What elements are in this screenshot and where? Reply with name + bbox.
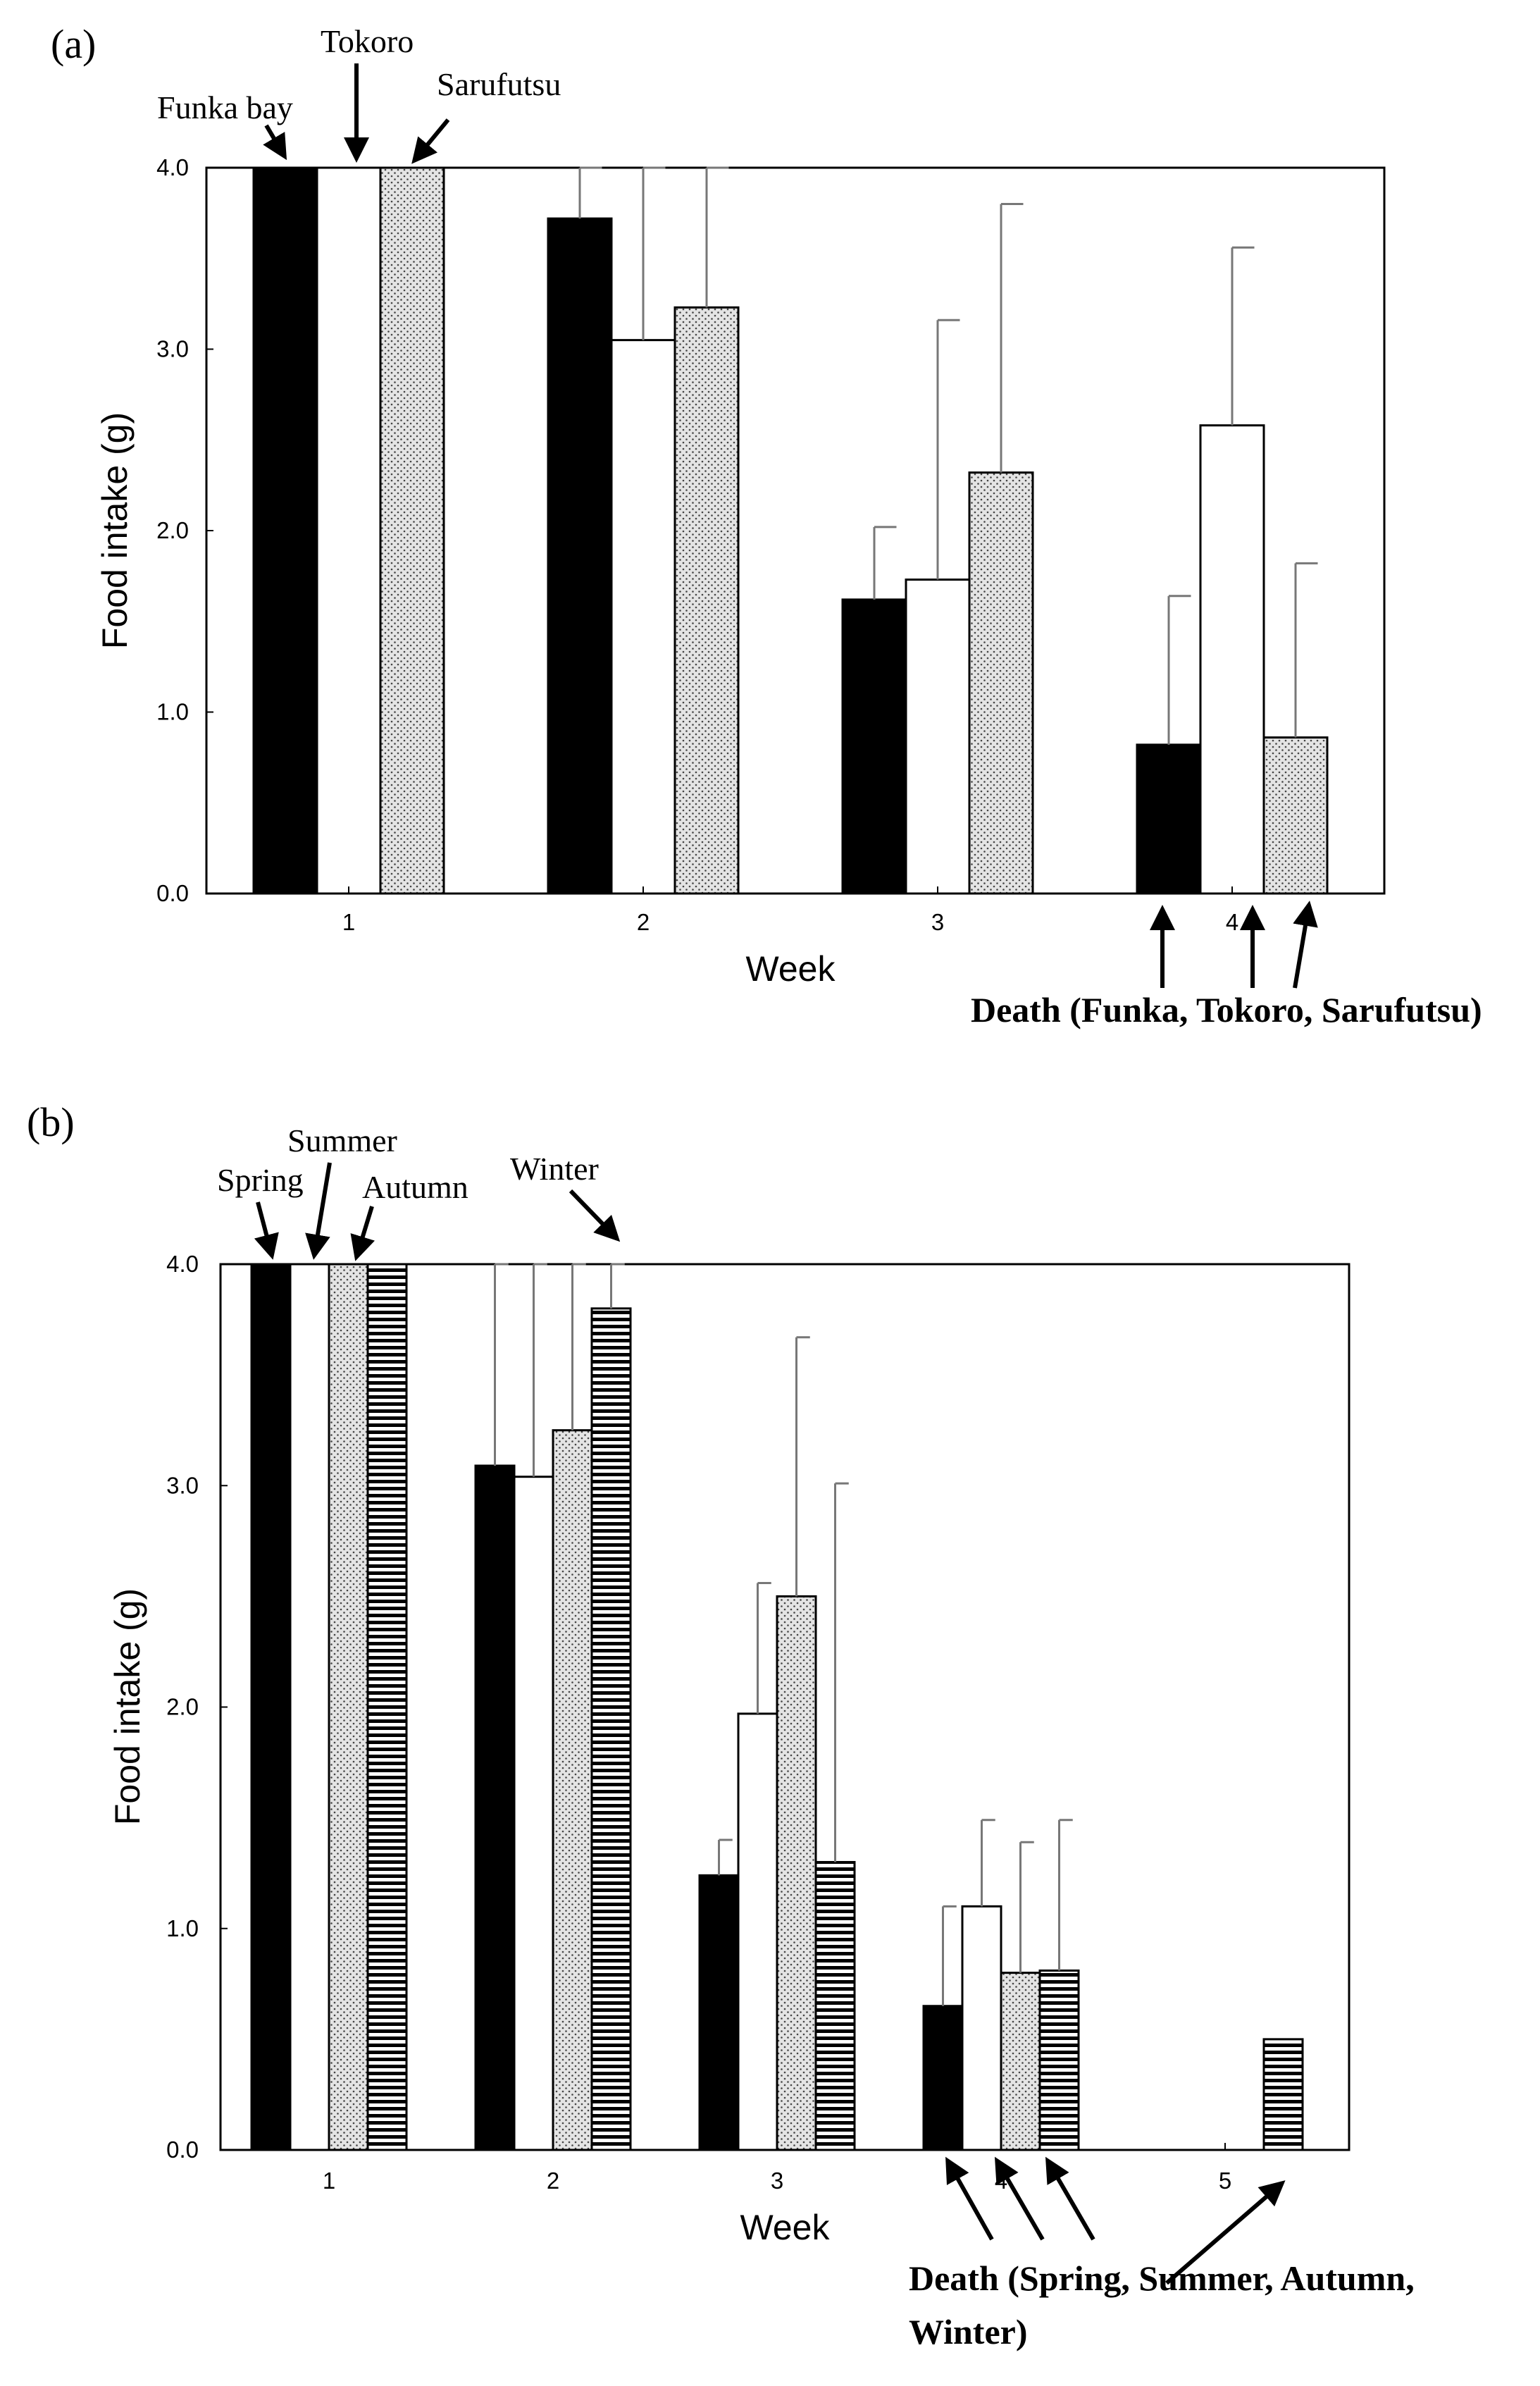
- bar-summer-week-4: [961, 1905, 1002, 2151]
- bar-tokoro-week-3: [905, 579, 971, 895]
- annotation-winter: Winter: [510, 1151, 599, 1187]
- bar-sarufutsu-week-4: [1262, 736, 1329, 895]
- panel-a-label: (a): [51, 21, 96, 67]
- panel-b-x-axis-title: Week: [740, 2208, 831, 2247]
- panel-a-x-axis-title: Week: [746, 949, 836, 989]
- panel-a: (a) 0.0 1.0 2.0 3.0 4.0 1 2 3 4 Week Food intak…: [51, 21, 1482, 1030]
- bar-tokoro-week-4: [1199, 424, 1265, 895]
- bar-sarufutsu-week-2: [673, 306, 740, 895]
- x-tick-label: 2: [547, 2168, 559, 2194]
- y-tick-label: 2.0: [156, 517, 189, 543]
- bar-summer-week-1: [289, 1263, 330, 2151]
- panel-a-death-label: Death (Funka, Tokoro, Sarufutsu): [971, 990, 1482, 1030]
- arrow-death-summer: [994, 2156, 1045, 2241]
- bar-winter-week-5: [1262, 2038, 1304, 2151]
- x-tick-label: 1: [342, 909, 355, 935]
- arrow-death-sarufutsu: [1293, 901, 1318, 989]
- annotation-tokoro: Tokoro: [321, 23, 414, 59]
- bar-funka-bay-week-2: [547, 217, 613, 895]
- bar-spring-week-4: [922, 2005, 964, 2151]
- y-tick-label: 4.0: [166, 1251, 199, 1277]
- bar-summer-week-3: [737, 1712, 778, 2151]
- bar-autumn-week-3: [776, 1595, 817, 2151]
- bar-funka-bay-week-4: [1136, 743, 1202, 895]
- bar-summer-week-2: [513, 1476, 554, 2151]
- y-tick-label: 0.0: [166, 2137, 199, 2163]
- x-tick-label: 3: [771, 2168, 783, 2194]
- bar-funka-bay-week-1: [252, 166, 318, 895]
- x-tick-label: 4: [1226, 909, 1238, 935]
- panel-a-y-axis-title: Food intake (g): [95, 412, 135, 649]
- annotation-sarufutsu: Sarufutsu: [437, 66, 561, 102]
- bar-sarufutsu-week-1: [379, 166, 445, 895]
- x-tick-label: 3: [931, 909, 944, 935]
- panel-b-y-axis-title: Food intake (g): [108, 1588, 147, 1825]
- bar-winter-week-1: [366, 1263, 408, 2151]
- bar-autumn-week-1: [328, 1263, 369, 2151]
- y-tick-label: 1.0: [166, 1915, 199, 1941]
- x-tick-label: 1: [323, 2168, 335, 2194]
- arrow-death-spring: [945, 2156, 994, 2241]
- panel-b-death-label-line2: Winter): [909, 2312, 1027, 2351]
- bar-sarufutsu-week-3: [968, 471, 1034, 895]
- panel-b-death-label-line1: Death (Spring, Summer, Autumn,: [909, 2258, 1415, 2298]
- bar-funka-bay-week-3: [841, 598, 907, 895]
- y-tick-label: 3.0: [166, 1472, 199, 1498]
- bar-spring-week-2: [474, 1464, 516, 2151]
- arrow-death-winter: [1165, 2180, 1286, 2285]
- panel-b-label: (b): [27, 1099, 75, 1145]
- bar-spring-week-1: [250, 1263, 292, 2151]
- bar-spring-week-3: [698, 1874, 740, 2151]
- annotation-summer: Summer: [287, 1123, 397, 1158]
- arrow-spring: [254, 1201, 279, 1260]
- bar-tokoro-week-1: [316, 166, 382, 895]
- bar-winter-week-4: [1038, 1969, 1080, 2151]
- bar-winter-week-2: [590, 1307, 632, 2151]
- bar-autumn-week-2: [552, 1429, 593, 2151]
- y-tick-label: 4.0: [156, 154, 189, 180]
- arrow-sarufutsu: [411, 118, 450, 164]
- annotation-autumn: Autumn: [362, 1169, 468, 1205]
- bar-winter-week-3: [814, 1860, 856, 2151]
- y-tick-label: 1.0: [156, 699, 189, 725]
- y-tick-label: 3.0: [156, 336, 189, 362]
- x-tick-label: 2: [637, 909, 650, 935]
- annotation-spring: Spring: [217, 1162, 304, 1198]
- arrow-death-autumn: [1045, 2156, 1095, 2241]
- arrow-funka-bay: [263, 124, 287, 161]
- annotation-funka-bay: Funka bay: [157, 89, 293, 125]
- y-tick-label: 2.0: [166, 1694, 199, 1720]
- bar-tokoro-week-2: [610, 339, 676, 895]
- arrow-autumn: [350, 1206, 375, 1261]
- bar-autumn-week-4: [1000, 1972, 1041, 2151]
- arrow-winter: [569, 1189, 621, 1242]
- x-tick-label: 5: [1219, 2168, 1231, 2194]
- arrow-summer: [305, 1162, 332, 1260]
- y-tick-label: 0.0: [156, 880, 189, 906]
